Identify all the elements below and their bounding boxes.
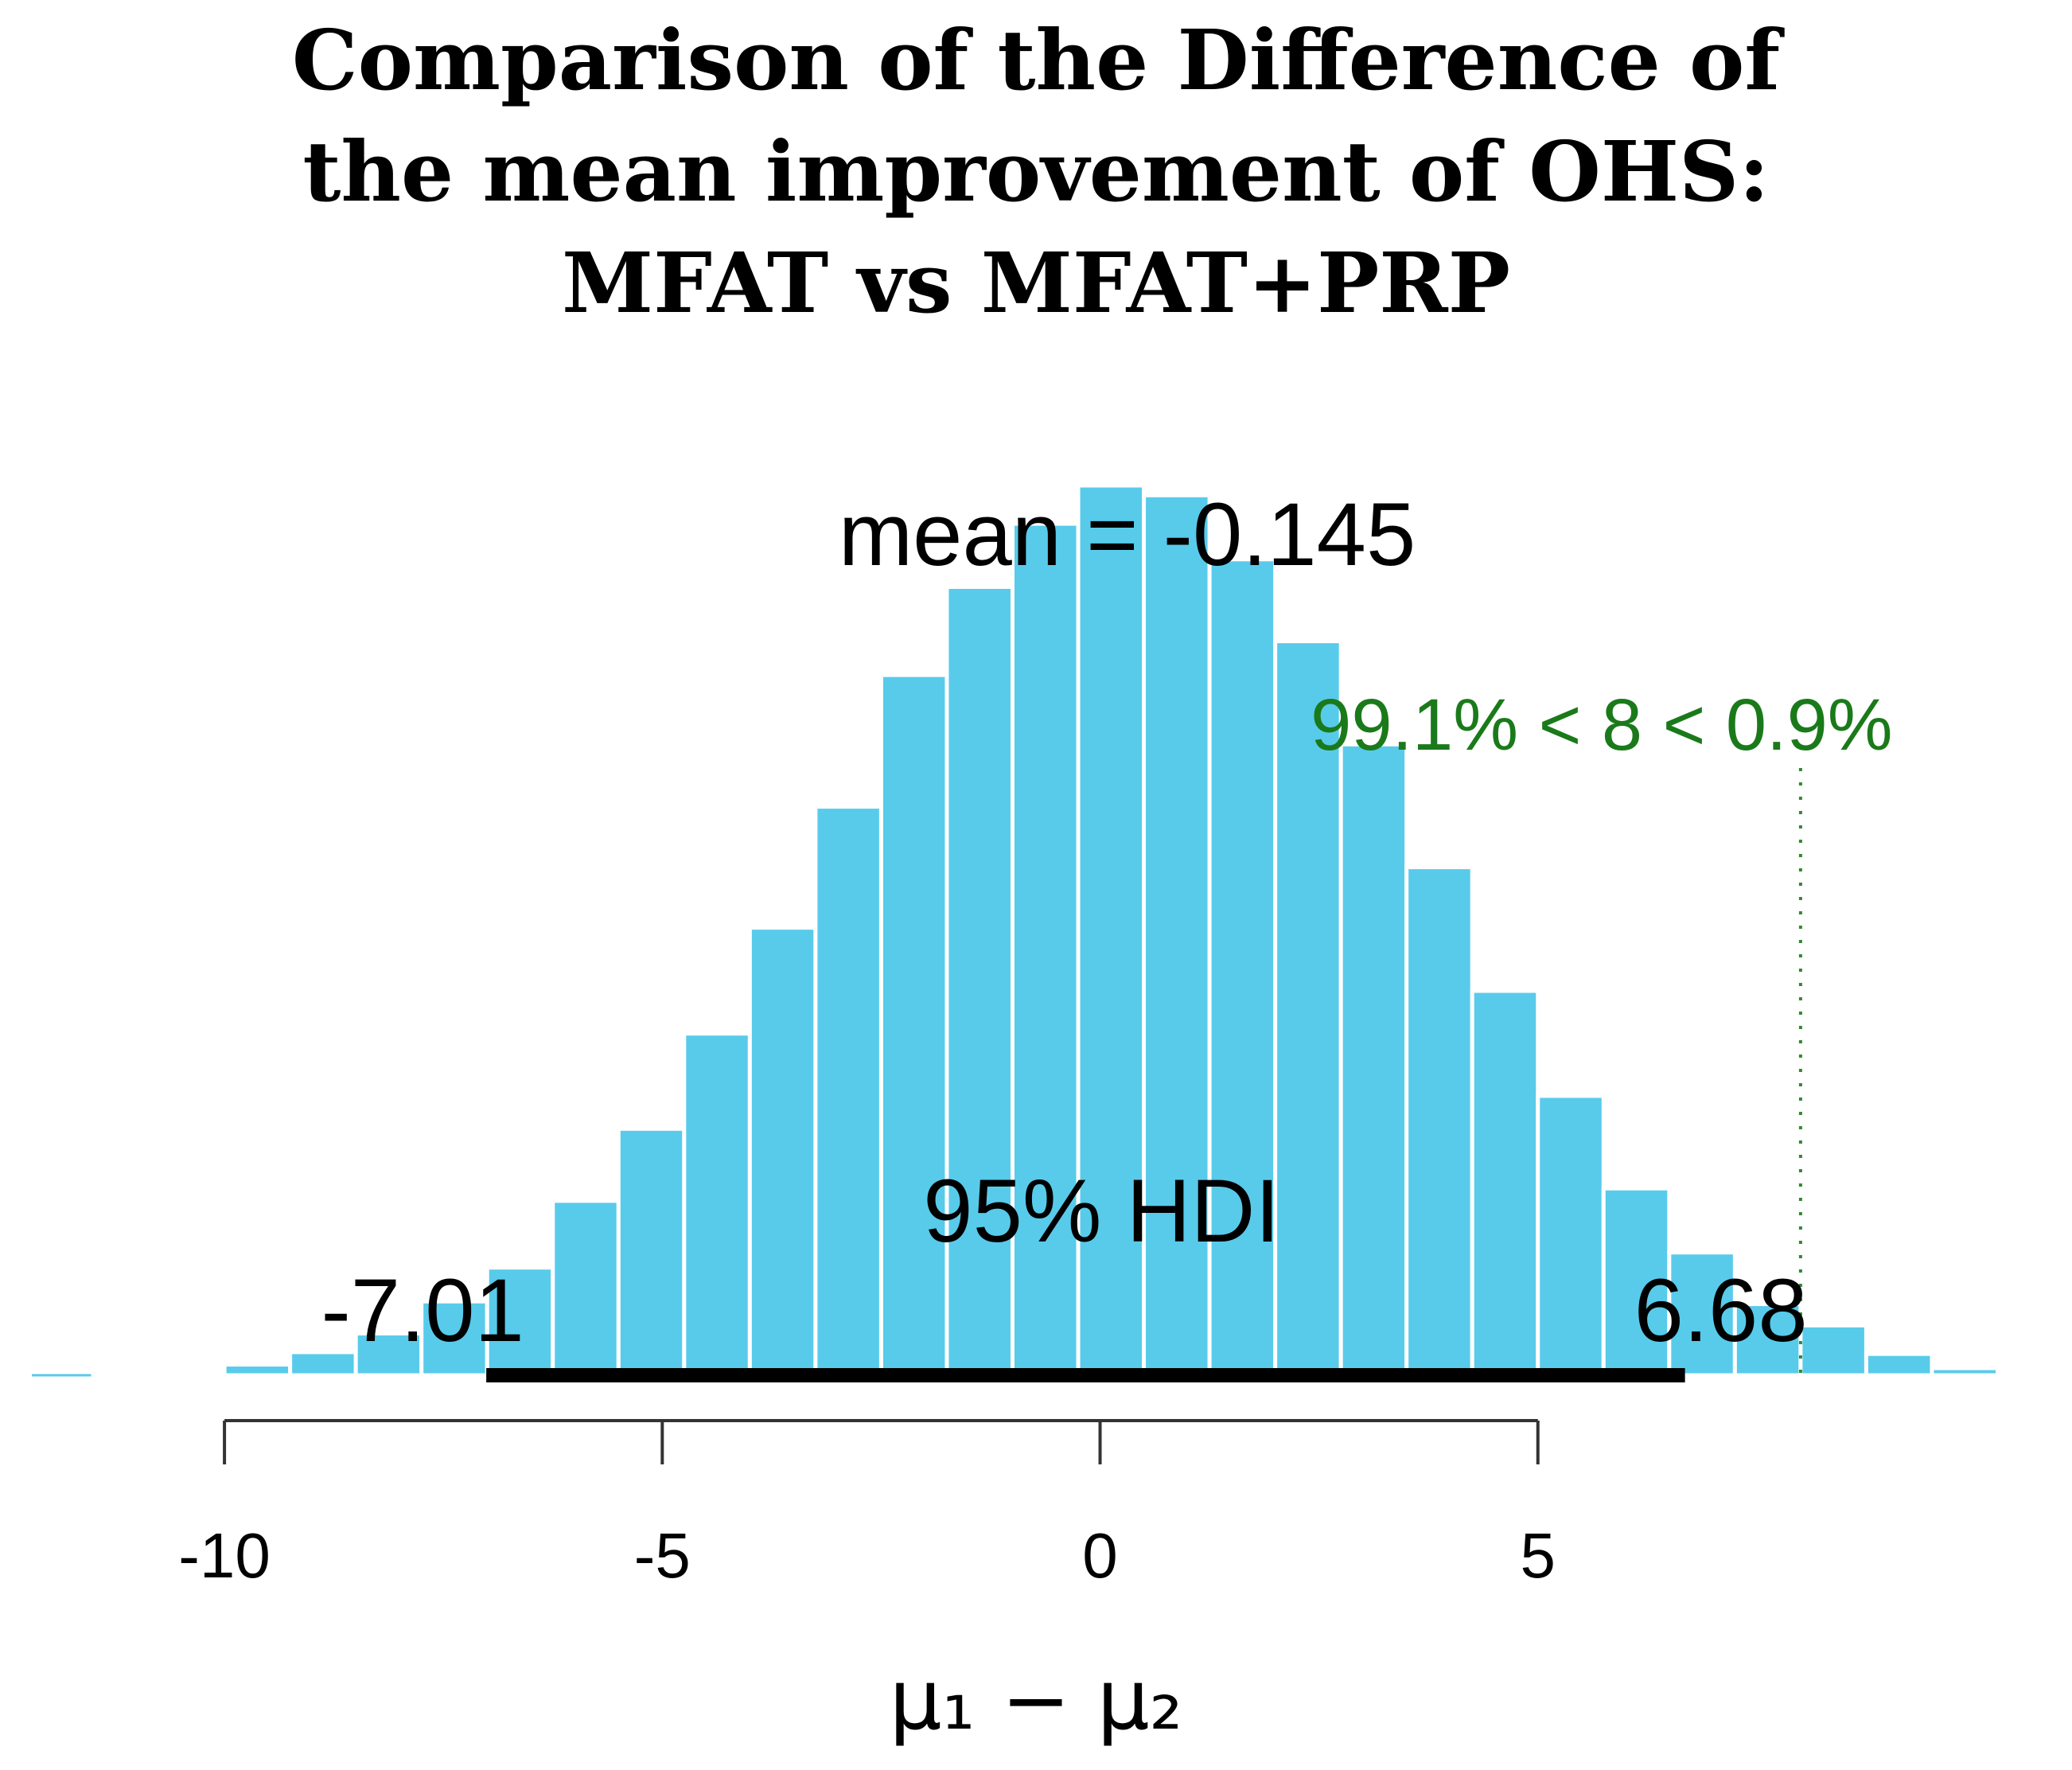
histogram-bar [157, 1370, 227, 1378]
histogram-bars [32, 483, 2066, 1378]
histogram-bar [551, 1199, 621, 1378]
histogram-bar [813, 805, 883, 1378]
histogram-bar [1076, 483, 1147, 1378]
x-tick-label: -5 [634, 1520, 691, 1591]
x-axis: -10 -5 0 5 [178, 1419, 1556, 1591]
histogram-bar [288, 1350, 358, 1378]
chart-title-line-2: the mean improvement of OHS: [302, 123, 1769, 220]
histogram-bar [1207, 557, 1278, 1378]
histogram-bar [1536, 1094, 1606, 1378]
x-tick-label: -10 [178, 1520, 271, 1591]
x-tick-label: 5 [1521, 1520, 1556, 1591]
histogram-bar [616, 1126, 687, 1378]
x-axis-label: μ₁ − μ₂ [890, 1651, 1183, 1749]
histogram-bar [944, 584, 1015, 1378]
mean-label: mean = -0.145 [839, 485, 1416, 584]
histogram-bar [682, 1031, 752, 1378]
histogram-bar [747, 926, 818, 1378]
histogram-bar [1273, 639, 1343, 1378]
comparison-label: 99.1% < 8 < 0.9% [1311, 684, 1892, 766]
histogram-bar [1404, 865, 1474, 1378]
chart-title: Comparison of the Difference of the mean… [292, 11, 1786, 332]
histogram-bar [1338, 742, 1409, 1378]
histogram-bar [878, 673, 949, 1378]
x-tick-label: 0 [1082, 1520, 1118, 1591]
chart-title-line-1: Comparison of the Difference of [292, 11, 1786, 109]
hdi-high-label: 6.68 [1634, 1261, 1808, 1360]
histogram-bar [1864, 1351, 1934, 1378]
histogram-bar [1995, 1370, 2066, 1378]
histogram-bar [91, 1371, 162, 1378]
histogram-bar [1930, 1366, 2000, 1378]
histogram-bar [1142, 493, 1212, 1378]
hdi-label: 95% HDI [923, 1161, 1279, 1261]
histogram-bar [1470, 988, 1540, 1378]
histogram-bar [1010, 521, 1081, 1378]
histogram-bar [1798, 1323, 1868, 1378]
chart-title-line-3: MFAT vs MFAT+PRP [562, 234, 1510, 332]
histogram-bar [353, 1331, 424, 1378]
histogram-bar [1667, 1250, 1737, 1378]
hdi-low-label: -7.01 [321, 1261, 524, 1360]
histogram-bar [222, 1363, 293, 1378]
histogram-bar [419, 1299, 489, 1378]
